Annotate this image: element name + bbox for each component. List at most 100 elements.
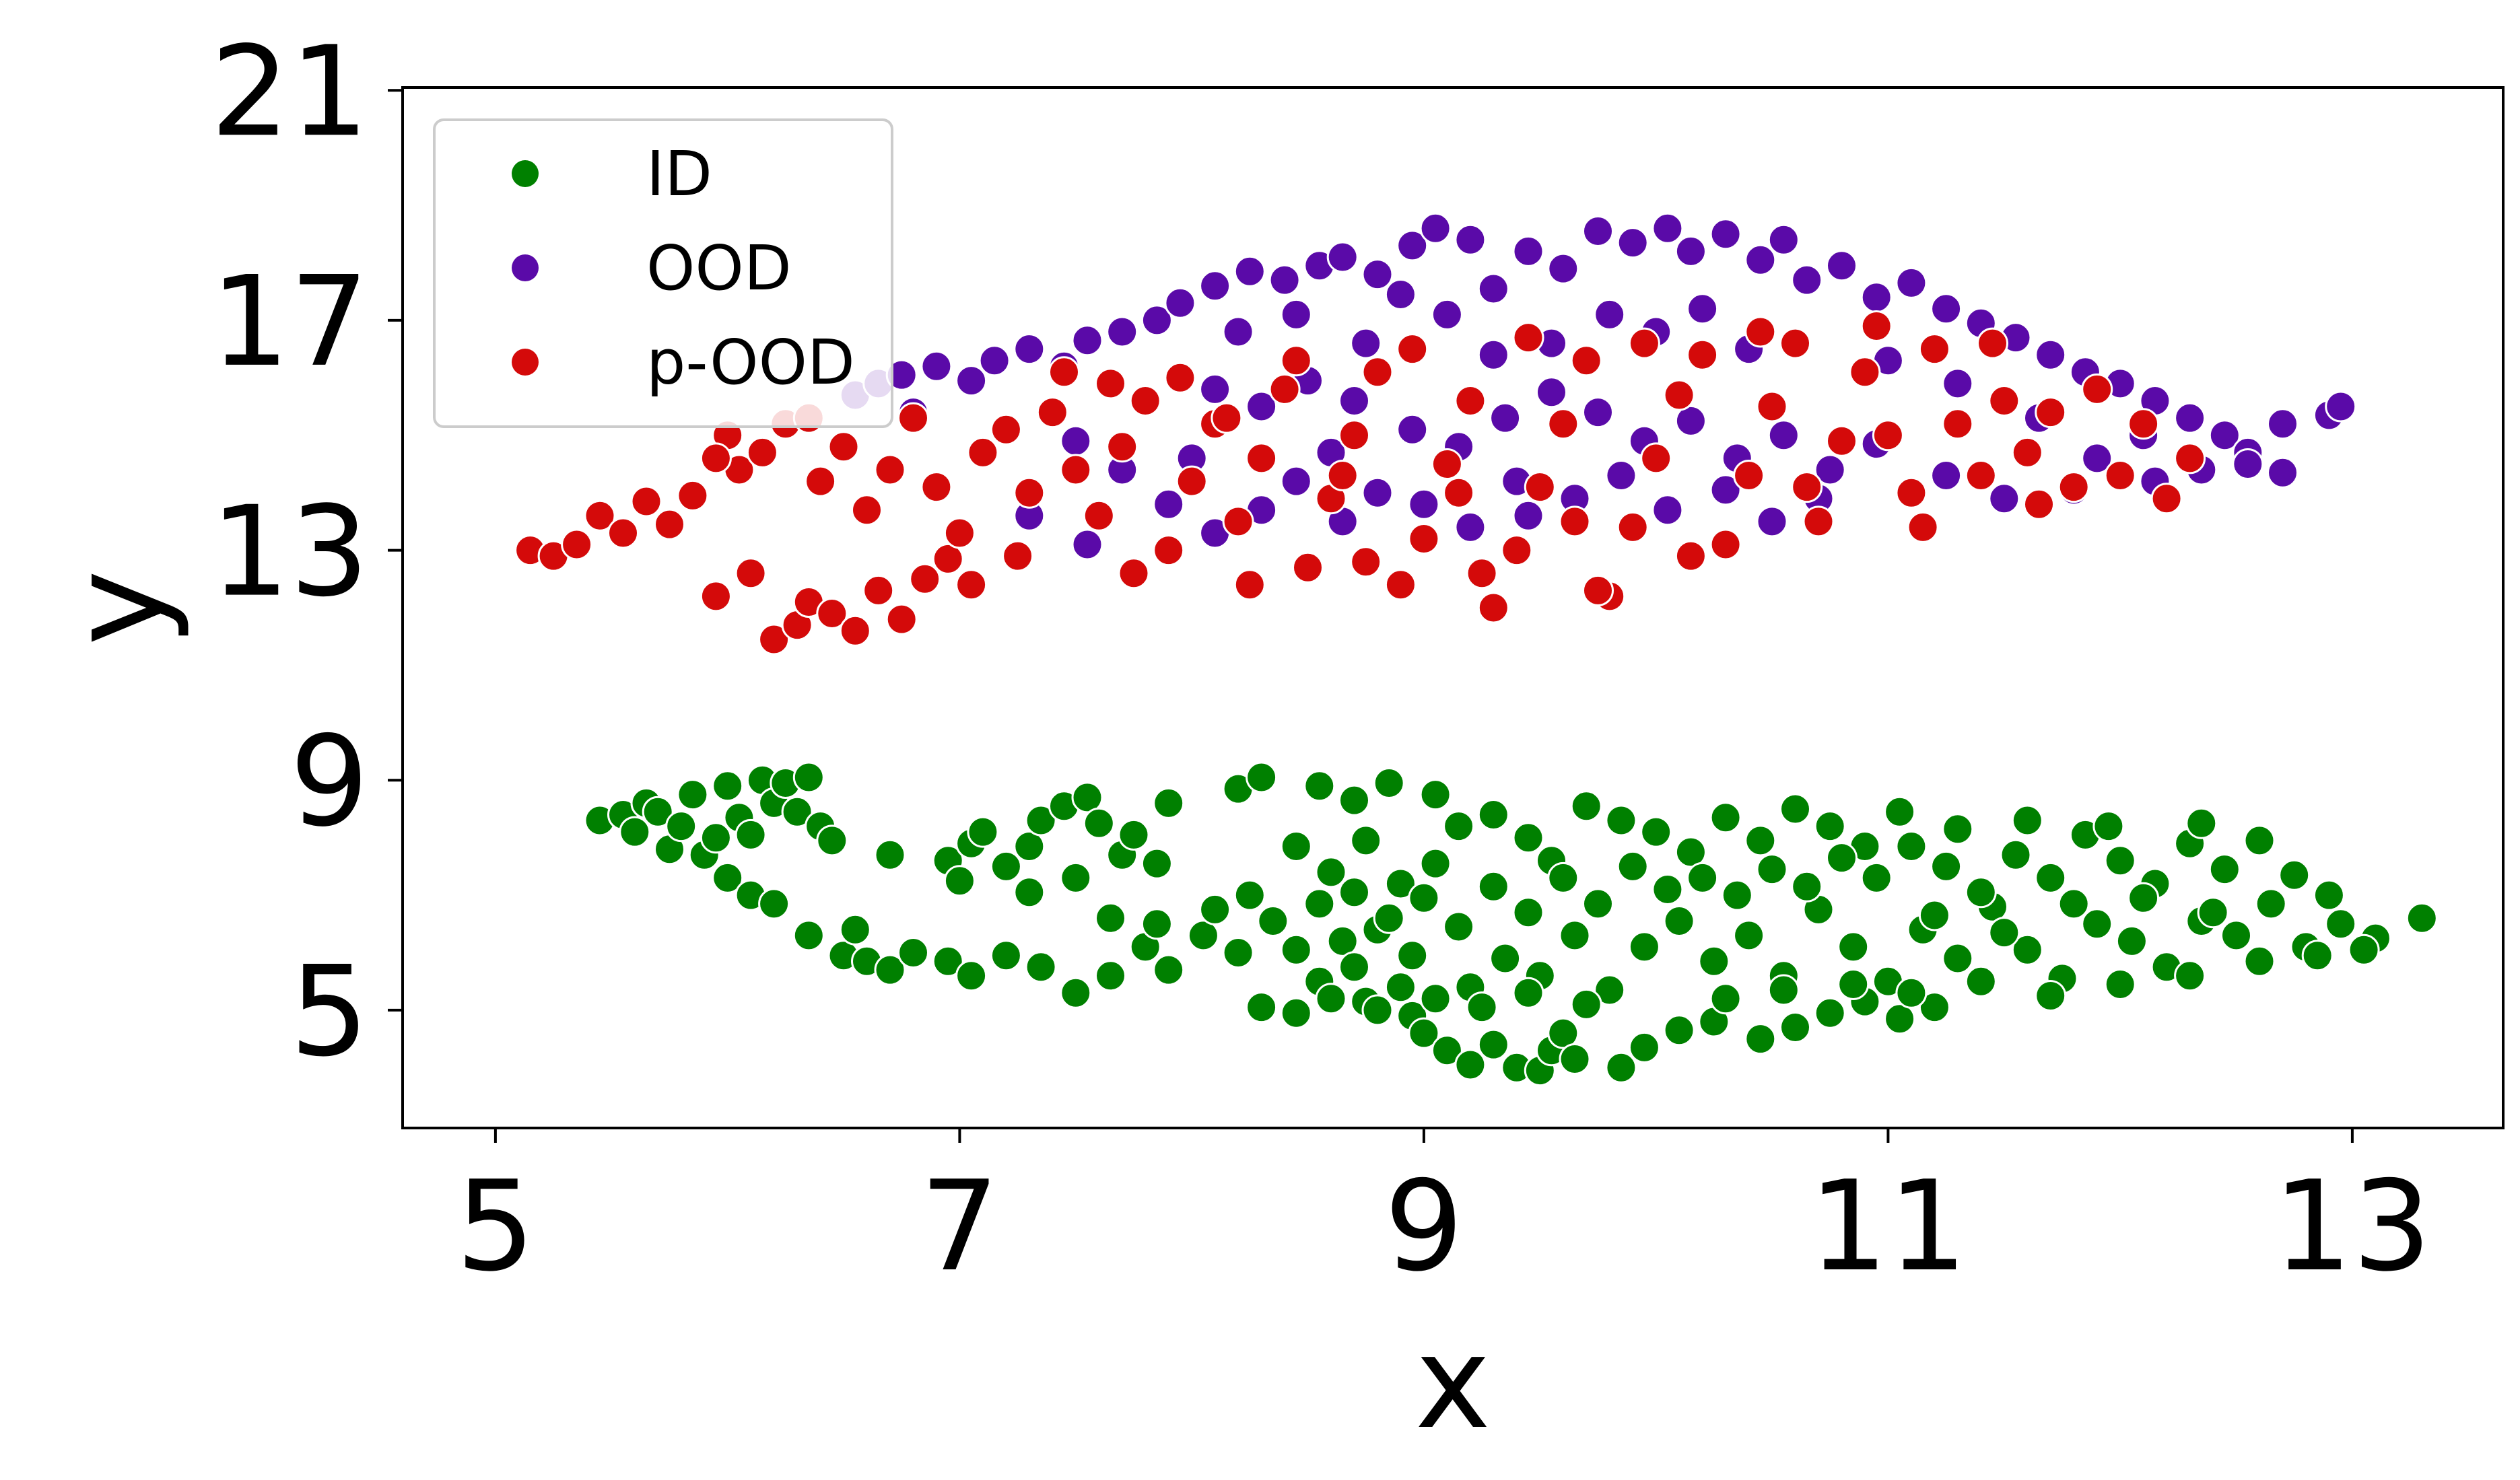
point-ood-33 <box>1767 223 1800 256</box>
point-p-ood-29 <box>920 471 953 503</box>
y-axis-label: y <box>43 570 192 645</box>
point-id-110 <box>1814 997 1846 1029</box>
point-ood-51 <box>2232 448 2264 480</box>
point-id-128 <box>1942 942 1974 975</box>
point-ood-79 <box>1408 488 1440 520</box>
point-ood-54 <box>1988 483 2020 515</box>
point-id-139 <box>2325 908 2357 940</box>
point-id-102 <box>1547 1017 1579 1049</box>
legend-label-id: ID <box>646 138 712 210</box>
point-id-20 <box>712 861 744 894</box>
point-p-ood-27 <box>874 454 906 486</box>
point-p-ood-11 <box>758 623 790 656</box>
point-id-54 <box>1187 919 1219 952</box>
point-p-ood-86 <box>1233 569 1266 601</box>
point-p-ood-89 <box>1582 574 1614 606</box>
point-ood-29 <box>1651 212 1684 244</box>
point-ood-66 <box>1674 404 1707 437</box>
point-ood-26 <box>1547 252 1579 285</box>
point-p-ood-102 <box>1211 402 1243 434</box>
point-id-32 <box>967 816 999 848</box>
point-id-12 <box>735 818 767 851</box>
point-id-162 <box>2011 804 2043 837</box>
point-ood-95 <box>1222 316 1254 348</box>
point-p-ood-97 <box>1860 310 1893 342</box>
point-p-ood-57 <box>1570 345 1602 377</box>
point-id-53 <box>1153 954 1185 986</box>
point-id-173 <box>1408 882 1440 914</box>
point-id-175 <box>1477 870 1509 903</box>
point-ood-84 <box>1651 494 1684 526</box>
point-id-163 <box>2092 810 2125 843</box>
point-id-199 <box>1233 879 1266 911</box>
point-id-186 <box>1709 983 1742 1015</box>
point-id-105 <box>1628 1031 1660 1063</box>
point-p-ood-28 <box>897 402 929 434</box>
point-id-133 <box>2115 925 2148 957</box>
y-tick-label-21: 21 <box>211 19 369 164</box>
x-tick-label-5: 5 <box>456 1154 535 1299</box>
point-id-143 <box>1721 879 1753 911</box>
point-id-113 <box>1918 991 1950 1024</box>
point-ood-69 <box>1814 454 1846 486</box>
point-p-ood-55 <box>1524 471 1556 503</box>
point-ood-46 <box>2208 419 2241 452</box>
point-p-ood-48 <box>1361 356 1394 388</box>
point-p-ood-108 <box>1907 511 1939 543</box>
point-id-158 <box>2243 824 2276 857</box>
point-id-132 <box>2081 908 2113 940</box>
point-id-115 <box>1489 942 1522 975</box>
point-ood-27 <box>1582 215 1614 247</box>
point-id-198 <box>1140 908 1173 940</box>
point-p-ood-87 <box>1350 546 1382 578</box>
point-ood-6 <box>978 345 1011 377</box>
point-id-57 <box>1257 905 1289 937</box>
point-id-184 <box>1512 977 1544 1009</box>
point-ood-25 <box>1512 235 1544 267</box>
point-ood-38 <box>1930 293 1963 325</box>
point-id-168 <box>2127 882 2160 914</box>
point-id-112 <box>1884 1003 1916 1035</box>
point-id-165 <box>1918 899 1950 931</box>
point-id-194 <box>2243 945 2276 977</box>
point-id-166 <box>1988 917 2020 949</box>
point-p-ood-96 <box>1744 316 1777 348</box>
point-ood-86 <box>1756 505 1788 538</box>
legend-box <box>433 118 893 428</box>
point-p-ood-74 <box>1965 460 1997 491</box>
point-id-170 <box>1303 888 1336 920</box>
point-id-73 <box>1350 824 1382 857</box>
point-id-151 <box>2000 839 2032 871</box>
point-id-47 <box>955 960 988 992</box>
point-id-147 <box>1860 861 1893 894</box>
point-ood-104 <box>2325 390 2357 423</box>
point-id-67 <box>1303 770 1336 802</box>
point-ood-83 <box>1605 460 1637 491</box>
point-ood-71 <box>1060 425 1092 457</box>
point-id-77 <box>1477 799 1509 831</box>
point-id-19 <box>816 824 848 857</box>
point-id-51 <box>1095 960 1126 992</box>
point-p-ood-59 <box>1616 511 1649 543</box>
point-p-ood-101 <box>1095 367 1126 400</box>
point-id-60 <box>1326 925 1359 957</box>
point-p-ood-70 <box>1872 419 1904 452</box>
point-id-177 <box>1547 861 1579 894</box>
y-ticks: 5 9 13 17 21 <box>211 19 403 1084</box>
point-id-28 <box>874 839 906 871</box>
point-id-120 <box>1663 905 1695 937</box>
point-p-ood-63 <box>1709 528 1742 561</box>
point-p-ood-32 <box>990 413 1022 446</box>
point-p-ood-37 <box>1106 431 1138 463</box>
point-id-154 <box>2104 845 2136 877</box>
point-id-48 <box>990 940 1022 972</box>
point-ood-34 <box>1791 264 1823 296</box>
point-ood-12 <box>1164 287 1196 319</box>
point-p-ood-90 <box>1048 356 1080 388</box>
point-id-97 <box>1454 1049 1487 1081</box>
point-ood-19 <box>1396 230 1429 262</box>
legend-marker-ood <box>512 254 539 281</box>
point-id-27 <box>839 913 871 946</box>
point-p-ood-51 <box>1431 448 1463 480</box>
point-ood-17 <box>1326 241 1359 273</box>
